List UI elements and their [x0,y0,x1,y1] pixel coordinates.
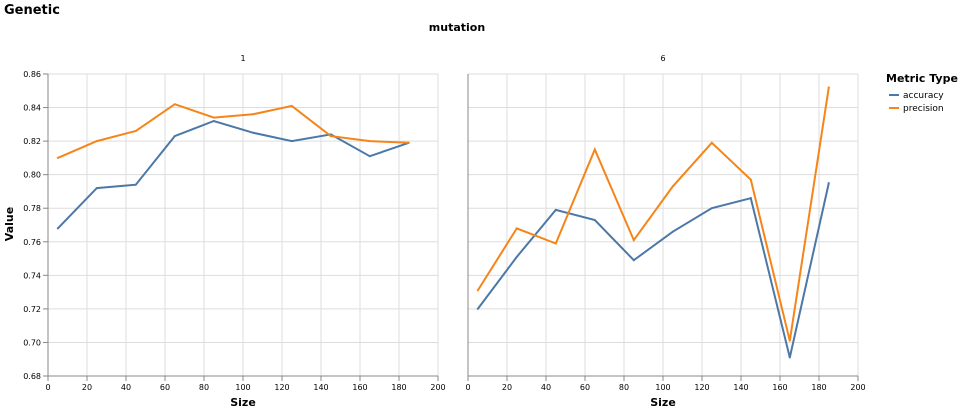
data-point-precision [173,103,176,106]
data-point-accuracy [593,218,596,221]
y-axis-title: Value [3,207,16,241]
x-tick-label: 200 [430,383,445,392]
x-axis-title: Size [650,396,676,409]
y-tick-label: 0.78 [23,204,41,213]
data-point-precision [95,140,98,143]
facet-title: mutation [429,21,485,34]
x-tick-label: 0 [45,383,50,392]
data-point-accuracy [173,135,176,138]
data-point-precision [290,104,293,107]
x-tick-label: 60 [580,383,590,392]
x-tick-label: 0 [465,383,470,392]
data-point-accuracy [749,197,752,200]
data-point-precision [593,148,596,151]
y-tick-label: 0.72 [23,305,41,314]
legend: Metric Type accuracy precision [886,72,958,114]
data-point-precision [515,227,518,230]
series-line-accuracy [57,119,410,230]
data-point-precision [554,242,557,245]
legend-title: Metric Type [886,72,958,85]
data-point-precision [827,86,830,89]
x-tick-label: 40 [121,383,131,392]
x-tick-label: 120 [274,383,289,392]
x-tick-label: 140 [733,383,748,392]
data-point-precision [368,140,371,143]
x-tick-label: 140 [313,383,328,392]
data-point-accuracy [251,131,254,134]
y-tick-label: 0.84 [23,104,41,113]
data-point-accuracy [95,187,98,190]
x-tick-label: 60 [160,383,170,392]
x-tick-label: 180 [391,383,406,392]
data-point-precision [134,130,137,133]
data-point-accuracy [554,208,557,211]
legend-label-accuracy: accuracy [903,91,944,101]
y-tick-label: 0.80 [23,171,41,180]
x-tick-label: 180 [811,383,826,392]
data-point-precision [56,156,59,159]
x-tick-label: 80 [619,383,629,392]
data-point-precision [476,289,479,292]
y-tick-label: 0.74 [23,271,41,280]
data-point-accuracy [56,227,59,230]
y-tick-label: 0.82 [23,137,41,146]
data-point-precision [251,113,254,116]
x-tick-label: 160 [352,383,367,392]
x-tick-label: 160 [772,383,787,392]
series-line-precision [57,103,409,159]
x-tick-label: 20 [502,383,512,392]
series-line-accuracy [476,182,830,358]
data-point-precision [671,185,674,188]
data-point-precision [329,135,332,138]
data-point-precision [407,141,410,144]
data-point-accuracy [476,307,479,310]
data-point-precision [788,339,791,342]
y-tick-label: 0.68 [23,372,41,381]
data-point-accuracy [671,230,674,233]
x-axis-title: Size [230,396,256,409]
panel-1: 1 0 20 40 60 80 100 120 140 160 180 200 Size 0.68 0.70… [23,54,445,409]
panels: 10 20 40 60 80 100 120 140 160 180 200Size0.680.70… [23,54,865,409]
panel-label: 6 [660,54,665,63]
data-point-accuracy [368,155,371,158]
data-point-accuracy [515,255,518,258]
data-point-precision [710,141,713,144]
series-line-precision [476,87,830,342]
data-point-accuracy [710,207,713,210]
panel-label: 1 [240,54,245,63]
data-point-accuracy [632,259,635,262]
x-tick-label: 100 [655,383,670,392]
data-point-accuracy [212,119,215,122]
data-point-accuracy [134,183,137,186]
x-tick-label: 80 [199,383,209,392]
chart-title: Genetic [4,3,60,18]
x-tick-label: 20 [82,383,92,392]
x-tick-label: 200 [850,383,865,392]
y-tick-label: 0.86 [23,70,41,79]
legend-label-precision: precision [903,104,944,114]
data-point-precision [632,239,635,242]
x-tick-label: 100 [235,383,250,392]
x-tick-label: 120 [694,383,709,392]
y-tick-label: 0.70 [23,338,41,347]
data-point-precision [212,116,215,119]
x-tick-label: 40 [541,383,551,392]
data-point-accuracy [788,356,791,359]
data-point-accuracy [290,140,293,143]
y-tick-label: 0.76 [23,238,41,247]
data-point-accuracy [827,182,830,185]
data-point-precision [749,178,752,181]
